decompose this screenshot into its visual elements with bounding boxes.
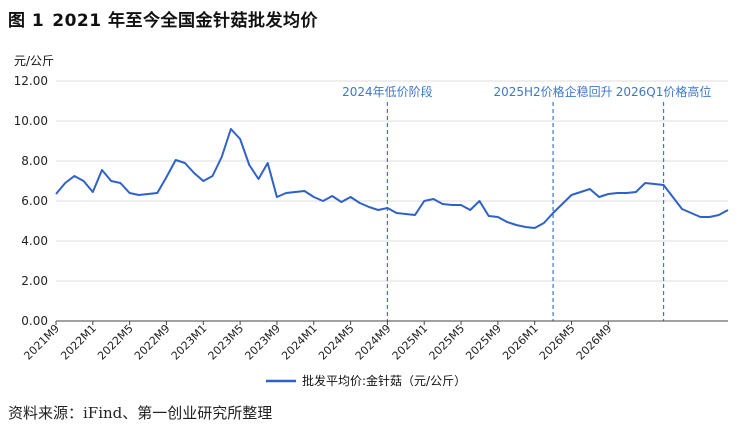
- y-tick-label: 8.00: [21, 154, 48, 168]
- figure-title: 图 1 2021 年至今全国金针菇批发均价: [8, 6, 318, 31]
- x-tick-label: 2026M9: [574, 322, 615, 363]
- x-tick-label: 2023M5: [206, 322, 247, 363]
- x-tick-label: 2024M9: [353, 322, 394, 363]
- x-tick-label: 2025M9: [463, 322, 504, 363]
- y-tick-label: 6.00: [21, 194, 48, 208]
- x-tick-label: 2023M9: [242, 322, 283, 363]
- x-tick-label: 2021M9: [21, 322, 62, 363]
- legend: 批发平均价:金针菇（元/公斤）: [266, 373, 466, 388]
- legend-label: 批发平均价:金针菇（元/公斤）: [302, 373, 466, 388]
- line-chart: 0.00 2.00 4.00 6.00 8.00 10.00 12.00 2024年低价阶段…: [14, 74, 729, 388]
- y-tick-label: 12.00: [14, 74, 48, 88]
- x-tick-label: 2026M5: [537, 322, 578, 363]
- series-line-jinzhengu-price: [55, 128, 729, 229]
- annotation-label: 2024年低价阶段: [342, 84, 433, 99]
- x-tick-label: 2025M1: [390, 322, 431, 363]
- x-tick-label: 2026M1: [500, 322, 541, 363]
- source-note: 资料来源：iFind、第一创业研究所整理: [8, 404, 273, 422]
- x-tick-label: 2024M1: [279, 322, 320, 363]
- y-tick-label: 0.00: [21, 314, 48, 328]
- y-tick-label: 10.00: [14, 114, 48, 128]
- figure-title-text: 2021 年至今全国金针菇批发均价: [52, 11, 318, 31]
- x-tick-label: 2022M9: [132, 322, 173, 363]
- x-tick-label: 2024M5: [316, 322, 357, 363]
- y-tick-label: 4.00: [21, 234, 48, 248]
- x-axis-ticks: 2021M92022M12022M52022M92023M12023M52023…: [21, 321, 614, 363]
- annotation-label: 2026Q1价格高位: [616, 84, 712, 99]
- x-tick-label: 2022M1: [58, 322, 99, 363]
- figure-number: 图 1: [8, 11, 45, 31]
- x-tick-label: 2022M5: [95, 322, 136, 363]
- annotation-label: 2025H2价格企稳回升: [493, 84, 612, 99]
- x-tick-label: 2025M5: [427, 322, 468, 363]
- annotations: 2024年低价阶段 2025H2价格企稳回升 2026Q1价格高位: [342, 84, 711, 321]
- y-tick-label: 2.00: [21, 274, 48, 288]
- gridlines: [56, 80, 728, 282]
- y-axis-unit-label: 元/公斤: [14, 54, 55, 68]
- y-axis-ticks: 0.00 2.00 4.00 6.00 8.00 10.00 12.00: [14, 74, 48, 328]
- x-tick-label: 2023M1: [169, 322, 210, 363]
